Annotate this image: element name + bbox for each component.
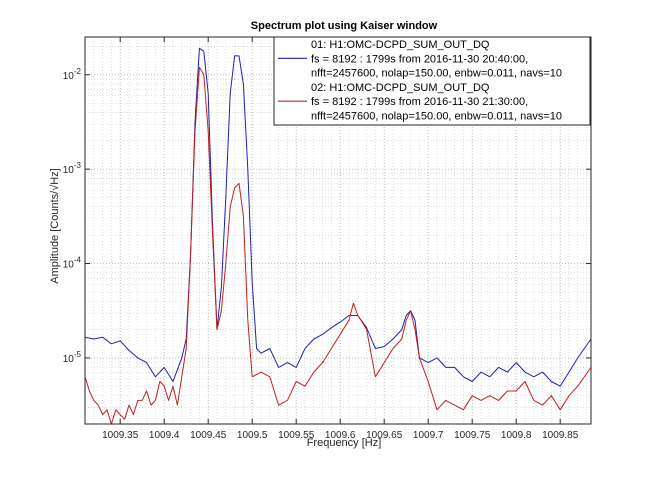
y-tick-exponent: -4 [74, 256, 82, 265]
x-tick-label: 1009.35 [102, 430, 139, 441]
x-tick-label: 1009.55 [278, 430, 315, 441]
legend-entry-2-text: 02: H1:OMC-DCPD_SUM_OUT_DQ [311, 82, 490, 94]
x-axis-label: Frequency [Hz] [307, 437, 382, 449]
x-tick-label: 1009.5 [237, 430, 268, 441]
legend-entry-1-text: nfft=2457600, nolap=150.00, enbw=0.011, … [311, 68, 562, 80]
y-tick-exponent: -3 [74, 161, 82, 170]
y-tick-label: 10-4 [63, 256, 82, 271]
y-tick-base: 10 [63, 165, 75, 176]
y-tick-label: 10-5 [63, 350, 82, 365]
y-tick-base: 10 [63, 71, 75, 82]
chart-title: Spectrum plot using Kaiser window [251, 20, 438, 32]
x-tick-label: 1009.85 [542, 430, 579, 441]
x-tick-label: 1009.7 [413, 430, 444, 441]
legend-entry-1-text: fs = 8192 : 1799s from 2016-11-30 20:40:… [311, 53, 528, 65]
y-tick-label: 10-3 [63, 161, 82, 176]
y-tick-exponent: -2 [74, 67, 82, 76]
y-tick-base: 10 [63, 260, 75, 271]
x-tick-label: 1009.6 [325, 430, 356, 441]
y-tick-exponent: -5 [74, 350, 82, 359]
legend-box [273, 36, 591, 126]
y-axis-label: Amplitude [Counts/√Hz] [49, 168, 61, 283]
y-tick-label: 10-2 [63, 67, 82, 82]
x-tick-label: 1009.65 [366, 430, 403, 441]
legend-entry-1-text: 01: H1:OMC-DCPD_SUM_OUT_DQ [311, 39, 490, 51]
series-layer [84, 47, 592, 425]
x-tick-label: 1009.45 [190, 430, 227, 441]
legend-entry-2-text: fs = 8192 : 1799s from 2016-11-30 21:30:… [311, 96, 528, 108]
legend-entry-2-text: nfft=2457600, nolap=150.00, enbw=0.011, … [311, 111, 562, 123]
x-tick-label: 1009.8 [501, 430, 532, 441]
x-tick-labels: 1009.35 1009.4 1009.45 1009.5 1009.55 1009.6 1… [102, 430, 579, 441]
series-2-line [84, 66, 592, 425]
x-tick-label: 1009.4 [149, 430, 180, 441]
y-tick-base: 10 [63, 354, 75, 365]
axis-ticks [85, 37, 591, 424]
series-1-line [84, 47, 592, 387]
x-tick-label: 1009.75 [454, 430, 491, 441]
y-tick-labels: 10-210-310-410-5 [63, 67, 82, 365]
